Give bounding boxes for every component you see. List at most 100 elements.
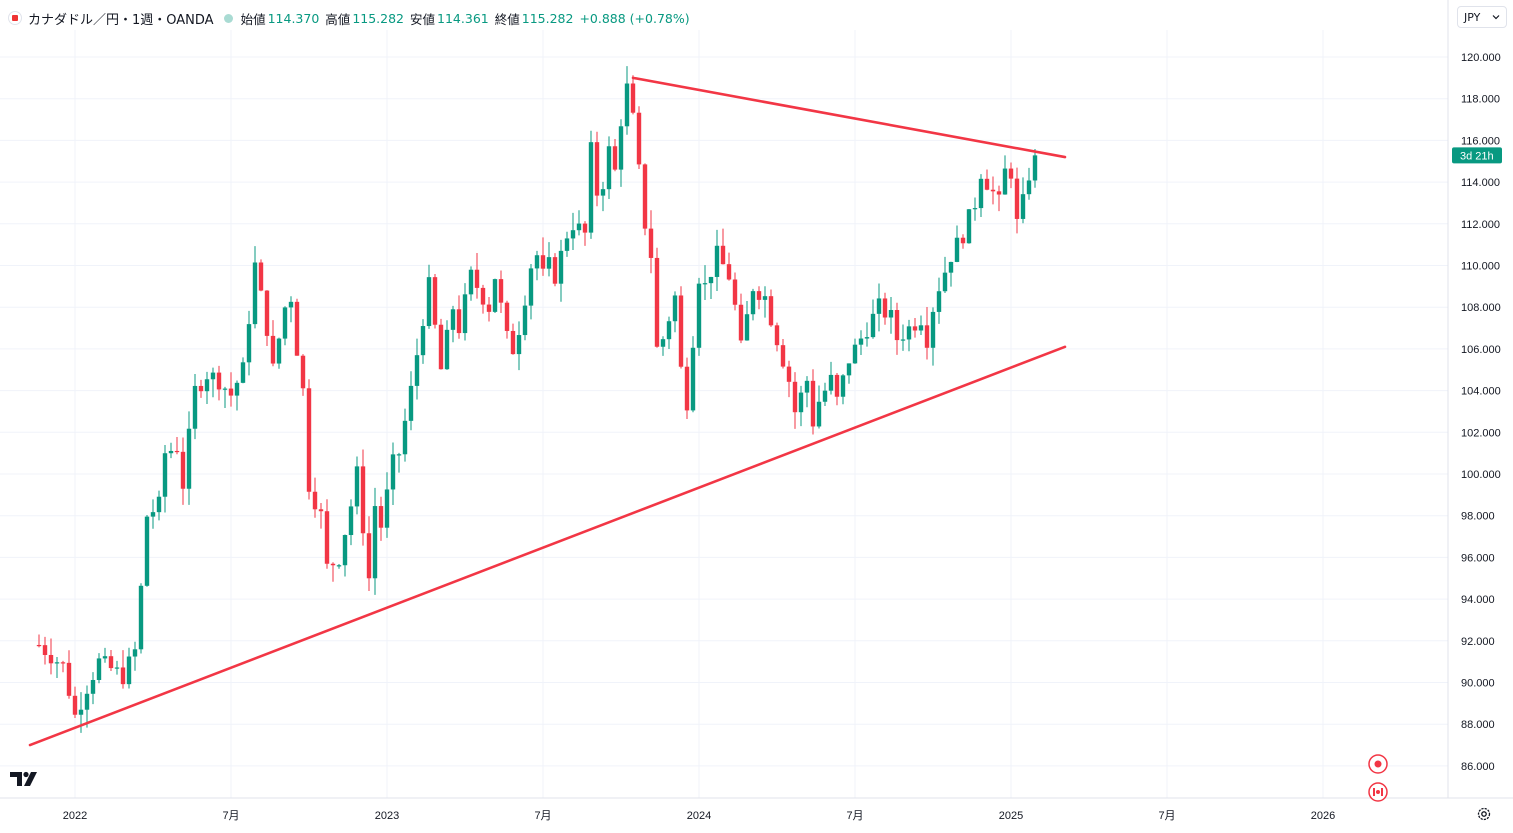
candle[interactable] bbox=[882, 292, 888, 325]
candle[interactable] bbox=[132, 641, 138, 671]
candle[interactable] bbox=[678, 286, 684, 369]
candle[interactable] bbox=[840, 374, 846, 405]
candle[interactable] bbox=[822, 382, 828, 406]
candle[interactable] bbox=[564, 231, 570, 257]
candle[interactable] bbox=[402, 408, 408, 462]
candle[interactable] bbox=[114, 660, 120, 675]
candle[interactable] bbox=[642, 163, 648, 236]
candle[interactable] bbox=[942, 256, 948, 293]
candle[interactable] bbox=[54, 656, 60, 678]
candle[interactable] bbox=[750, 288, 756, 321]
candle[interactable] bbox=[450, 305, 456, 343]
alert-target-icon[interactable] bbox=[1367, 753, 1389, 775]
candle[interactable] bbox=[480, 284, 486, 314]
candle[interactable] bbox=[240, 357, 246, 384]
time-axis[interactable]: 2022 7月 2023 7月 2024 7月 2025 7月 2026 bbox=[0, 797, 1513, 822]
candle[interactable] bbox=[612, 139, 618, 172]
candle[interactable] bbox=[936, 277, 942, 324]
alert-markers[interactable] bbox=[1367, 753, 1389, 803]
candle[interactable] bbox=[432, 273, 438, 329]
candle[interactable] bbox=[306, 379, 312, 500]
candle[interactable] bbox=[66, 650, 72, 699]
canada-flag-marker-icon[interactable] bbox=[1367, 781, 1389, 803]
candle[interactable] bbox=[162, 444, 168, 513]
candle[interactable] bbox=[462, 283, 468, 341]
candle[interactable] bbox=[528, 264, 534, 320]
candle[interactable] bbox=[828, 361, 834, 395]
candle[interactable] bbox=[924, 306, 930, 360]
candle[interactable] bbox=[684, 357, 690, 420]
candle[interactable] bbox=[180, 437, 186, 505]
candle[interactable] bbox=[876, 283, 882, 332]
candle[interactable] bbox=[594, 131, 600, 207]
candle[interactable] bbox=[324, 499, 330, 569]
candle[interactable] bbox=[864, 322, 870, 347]
candle[interactable] bbox=[72, 686, 78, 719]
candle[interactable] bbox=[768, 289, 774, 327]
candle[interactable] bbox=[456, 295, 462, 339]
candle[interactable] bbox=[438, 318, 444, 370]
tradingview-logo-icon[interactable] bbox=[10, 770, 42, 788]
candle[interactable] bbox=[510, 323, 516, 355]
candle[interactable] bbox=[270, 320, 276, 367]
candle[interactable] bbox=[1032, 148, 1038, 188]
candle[interactable] bbox=[636, 106, 642, 170]
price-axis[interactable]: 86.000 88.000 90.000 92.000 94.000 96.000 98.0… bbox=[1447, 0, 1501, 798]
candle[interactable] bbox=[60, 660, 66, 673]
candle[interactable] bbox=[312, 477, 318, 518]
candle[interactable] bbox=[606, 136, 612, 200]
candle[interactable] bbox=[798, 385, 804, 427]
candle[interactable] bbox=[420, 319, 426, 364]
candle[interactable] bbox=[372, 487, 378, 595]
candle[interactable] bbox=[90, 672, 96, 705]
candle[interactable] bbox=[264, 290, 270, 346]
candle[interactable] bbox=[468, 266, 474, 301]
candle[interactable] bbox=[702, 265, 708, 301]
candle[interactable] bbox=[810, 369, 816, 435]
candle[interactable] bbox=[1008, 162, 1014, 189]
candle[interactable] bbox=[960, 234, 966, 249]
candle[interactable] bbox=[288, 296, 294, 323]
candle[interactable] bbox=[780, 339, 786, 369]
candle[interactable] bbox=[738, 293, 744, 344]
candle[interactable] bbox=[498, 270, 504, 314]
candle[interactable] bbox=[852, 338, 858, 364]
candle[interactable] bbox=[174, 437, 180, 455]
candle[interactable] bbox=[318, 502, 324, 529]
candle[interactable] bbox=[96, 653, 102, 684]
candle[interactable] bbox=[126, 647, 132, 689]
candle[interactable] bbox=[282, 306, 288, 346]
candle[interactable] bbox=[900, 324, 906, 351]
candle[interactable] bbox=[948, 261, 954, 287]
candle[interactable] bbox=[168, 442, 174, 459]
candle[interactable] bbox=[348, 499, 354, 546]
candle[interactable] bbox=[192, 373, 198, 440]
candle[interactable] bbox=[756, 286, 762, 310]
candle[interactable] bbox=[732, 272, 738, 311]
candle[interactable] bbox=[708, 276, 714, 299]
candle[interactable] bbox=[534, 250, 540, 281]
candle[interactable] bbox=[258, 259, 264, 292]
settings-gear-icon[interactable] bbox=[1476, 806, 1492, 822]
candle[interactable] bbox=[426, 264, 432, 329]
candle[interactable] bbox=[366, 516, 372, 591]
candle[interactable] bbox=[714, 229, 720, 292]
candle[interactable] bbox=[552, 253, 558, 287]
candle[interactable] bbox=[354, 456, 360, 515]
candle[interactable] bbox=[360, 449, 366, 546]
candle[interactable] bbox=[150, 499, 156, 529]
candle[interactable] bbox=[246, 310, 252, 376]
candle[interactable] bbox=[558, 239, 564, 302]
candle[interactable] bbox=[234, 380, 240, 411]
candle[interactable] bbox=[276, 337, 282, 369]
candle[interactable] bbox=[966, 208, 972, 244]
candle[interactable] bbox=[672, 291, 678, 333]
trendlines[interactable] bbox=[28, 76, 1067, 747]
candle[interactable] bbox=[222, 386, 228, 409]
candle-series[interactable] bbox=[36, 66, 1038, 733]
candle[interactable] bbox=[600, 181, 606, 212]
candle[interactable] bbox=[582, 221, 588, 246]
candle[interactable] bbox=[618, 119, 624, 187]
candle[interactable] bbox=[492, 278, 498, 314]
candle[interactable] bbox=[954, 225, 960, 263]
